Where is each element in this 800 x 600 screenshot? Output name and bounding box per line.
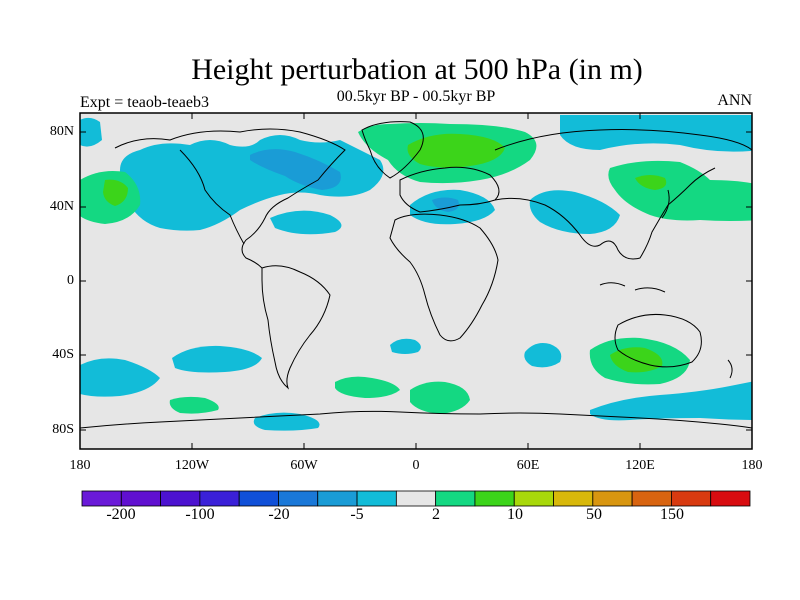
colorbar-swatch	[356, 490, 397, 507]
colorbar-swatch	[710, 490, 751, 507]
colorbar-swatch	[513, 490, 554, 507]
colorbar-label: -5	[350, 506, 364, 523]
colorbar-label: 50	[586, 506, 602, 523]
colorbar-label: -200	[106, 506, 136, 523]
lon-tick-label: 60W	[290, 458, 318, 473]
season-label: ANN	[717, 92, 752, 109]
lon-tick-label: 180	[741, 458, 763, 473]
lat-tick-label: 80N	[49, 124, 74, 139]
colorbar-swatch	[81, 490, 122, 507]
tick-marks	[80, 113, 752, 449]
negative-anomaly-regions	[80, 115, 752, 431]
map-subtitle: 00.5kyr BP - 00.5kyr BP	[336, 88, 496, 105]
colorbar-swatch	[395, 490, 437, 507]
lon-tick-label: 180	[69, 458, 91, 473]
colorbar-swatch	[631, 490, 672, 507]
colorbar-swatch	[278, 490, 319, 507]
colorbar-swatch	[120, 490, 161, 507]
colorbar-swatch	[238, 490, 279, 507]
colorbar-label: -20	[268, 506, 290, 523]
map-title: Height perturbation at 500 hPa (in m)	[191, 53, 643, 86]
lon-tick-label: 120E	[625, 458, 655, 473]
lat-tick-label: 40S	[52, 347, 74, 362]
colorbar-swatch	[474, 490, 515, 507]
colorbar	[81, 490, 751, 507]
colorbar-swatch	[592, 490, 633, 507]
height-anomaly-field	[80, 115, 752, 431]
colorbar-swatch	[160, 490, 201, 507]
colorbar-swatch	[671, 490, 712, 507]
coastlines	[80, 121, 752, 429]
colorbar-swatch	[435, 490, 476, 507]
lon-tick-label: 120W	[174, 458, 210, 473]
colorbar-label: 2	[432, 506, 440, 523]
lat-tick-label: 0	[67, 273, 74, 288]
experiment-label: Expt = teaob-teaeb3	[80, 94, 209, 111]
colorbar-label: 10	[507, 506, 523, 523]
colorbar-swatch	[317, 490, 358, 507]
colorbar-swatch	[553, 490, 594, 507]
lat-tick-label: 40N	[49, 199, 74, 214]
colorbar-label: 150	[660, 506, 684, 523]
lon-tick-label: 0	[412, 458, 420, 473]
colorbar-swatch	[199, 490, 240, 507]
colorbar-label: -100	[185, 506, 215, 523]
lat-tick-label: 80S	[52, 422, 74, 437]
lon-tick-label: 60E	[516, 458, 540, 473]
